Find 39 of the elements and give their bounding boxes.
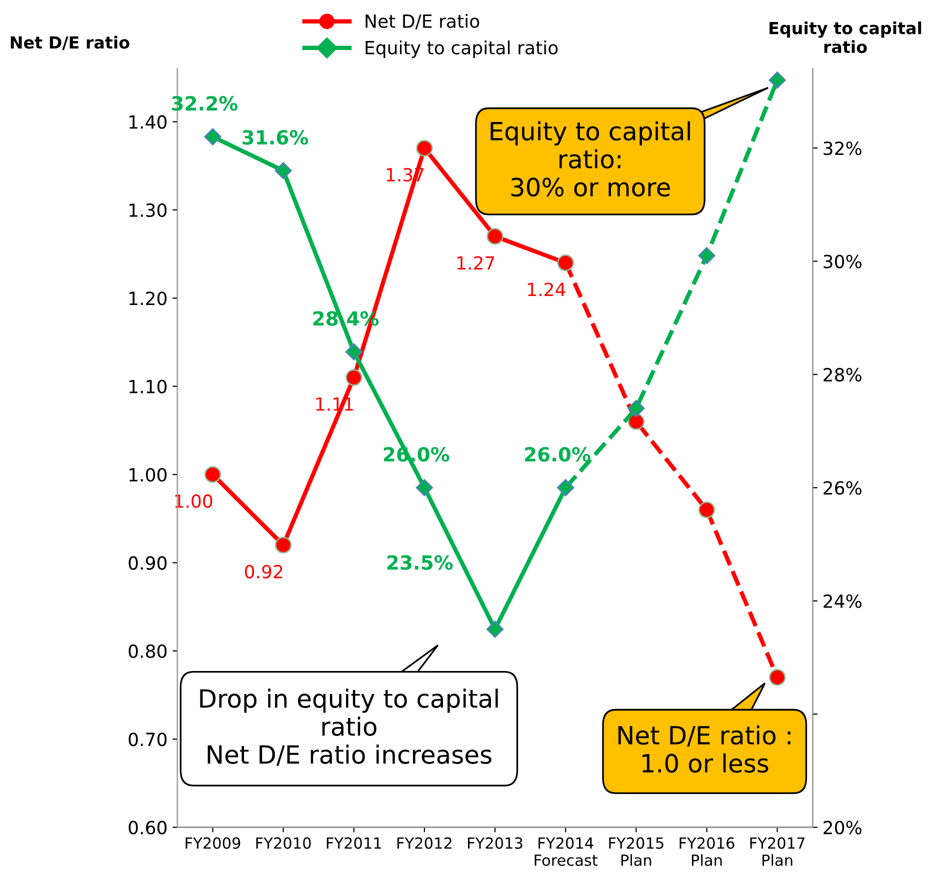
y-tick-label: 1.10 <box>130 380 167 394</box>
x-tick-label: FY2012 <box>397 837 452 849</box>
data-label: 1.00 <box>175 494 212 508</box>
x-tick-label: FY2016 Plan <box>680 837 734 866</box>
x-tick-label: FY2011 <box>326 837 381 849</box>
data-label: 31.6% <box>242 130 308 145</box>
annotation: Drop in equity to capital ratio Net D/E ratio increases <box>200 688 498 766</box>
y-tick-label: 1.00 <box>130 468 167 482</box>
y2-tick-label: 20% <box>824 820 862 834</box>
data-label: 1.27 <box>457 256 494 270</box>
y-tick-label: 1.20 <box>130 292 167 306</box>
x-tick-label: FY2017 Plan <box>750 837 804 866</box>
legend-label: Net D/E ratio <box>366 14 480 30</box>
data-label: 0.92 <box>244 564 282 578</box>
data-label: 26.0% <box>525 446 590 462</box>
x-tick-label: FY2010 <box>256 837 311 849</box>
data-label: 1.24 <box>528 282 566 296</box>
annotation: Net D/E ratio : 1.0 or less <box>618 725 790 773</box>
data-label: 32.2% <box>172 96 238 111</box>
y-tick-label: 0.90 <box>128 556 167 570</box>
y2-tick-label: 32% <box>824 142 862 156</box>
annotation: Equity to capital ratio: 30% or more <box>490 121 690 197</box>
y-tick-label: 0.80 <box>128 644 167 658</box>
y2-tick-label: 26% <box>824 481 862 495</box>
x-tick-label: FY2014 Forecast <box>534 837 598 866</box>
y-tick-label: 1.40 <box>130 115 167 129</box>
y-axis-title: Net D/E ratio <box>10 36 130 50</box>
y2-tick-label: 28% <box>824 368 862 382</box>
y-tick-label: 0.60 <box>128 820 167 834</box>
x-tick-label: FY2009 <box>186 837 240 849</box>
y-tick-label: 1.30 <box>130 203 167 218</box>
y2-tick-label: 30% <box>824 254 862 268</box>
legend-label: Equity to capital ratio <box>366 40 558 58</box>
x-tick-label: FY2013 <box>468 837 522 849</box>
y-tick-label: 0.70 <box>128 732 167 746</box>
y2-tick-label: 24% <box>824 594 862 608</box>
data-label: 23.5% <box>387 555 453 570</box>
x-tick-label: FY2015 Plan <box>609 837 664 866</box>
y2-axis-title: Equity to capital ratio <box>770 21 922 54</box>
